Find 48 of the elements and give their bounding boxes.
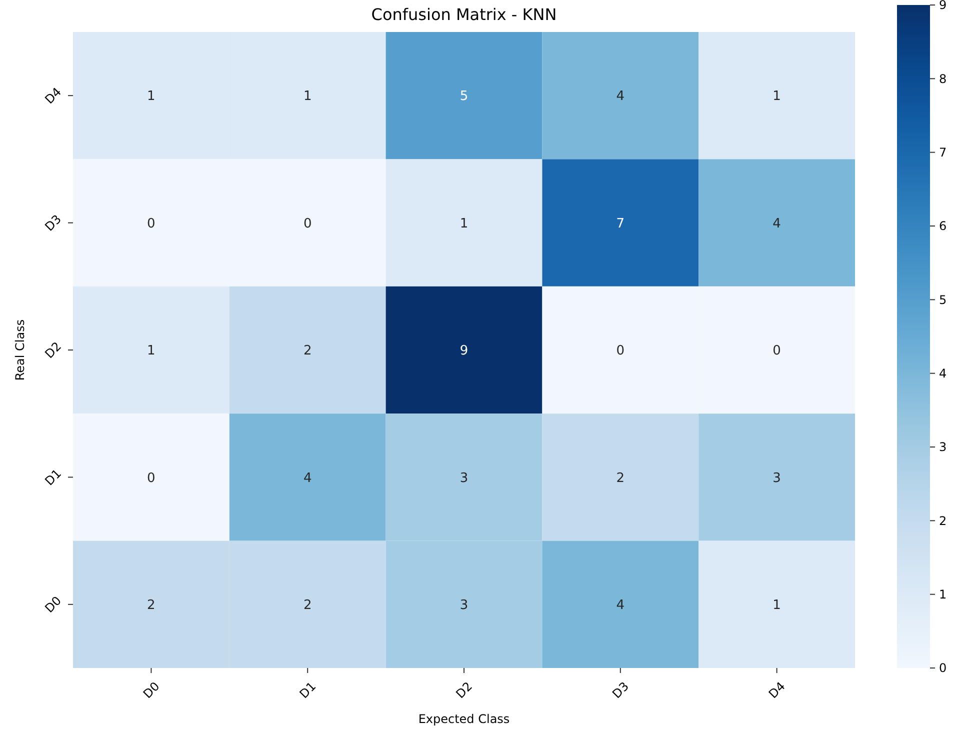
y-tick-label: D2: [42, 339, 64, 362]
color-bar-label: 7: [939, 146, 947, 160]
data-label: 0: [616, 344, 625, 359]
data-label: 2: [147, 598, 156, 613]
data-label: 4: [772, 216, 781, 232]
data-label: 4: [303, 470, 312, 486]
data-label: 1: [772, 598, 781, 613]
data-label: 1: [303, 89, 312, 104]
data-label: 3: [460, 598, 468, 613]
data-label: 9: [460, 344, 468, 359]
x-axis-title: Expected Class: [418, 712, 510, 726]
x-tick-label: D2: [453, 679, 476, 702]
chart-title: Confusion Matrix - KNN: [371, 5, 557, 24]
x-tick-label: D4: [766, 679, 788, 702]
data-label: 2: [616, 470, 625, 486]
data-label: 1: [460, 216, 468, 232]
color-bar-label: 8: [939, 72, 947, 86]
color-bar-label: 0: [939, 661, 947, 676]
data-label: 0: [303, 216, 312, 232]
data-label: 0: [147, 470, 156, 486]
data-label: 0: [147, 216, 156, 232]
color-bar-label: 4: [939, 366, 947, 381]
data-label: 3: [460, 470, 468, 486]
data-label: 0: [772, 344, 781, 359]
y-tick-label: D1: [42, 466, 64, 488]
color-bar-label: 6: [939, 219, 947, 234]
y-tick-label: D0: [42, 594, 64, 616]
data-label: 1: [147, 344, 156, 359]
data-label: 1: [772, 89, 781, 104]
y-axis-title: Real Class: [13, 319, 27, 381]
data-label: 3: [772, 470, 781, 486]
data-label: 4: [616, 598, 625, 613]
y-tick-label: D4: [42, 84, 64, 107]
x-tick-label: D0: [140, 679, 162, 702]
data-label: 2: [303, 598, 312, 613]
x-tick-label: D1: [296, 679, 319, 702]
data-label: 2: [303, 344, 312, 359]
data-label: 4: [616, 89, 625, 104]
color-bar-label: 3: [939, 440, 947, 454]
color-bar-label: 9: [939, 0, 947, 12]
color-bar-label: 5: [939, 292, 947, 307]
data-label: 5: [460, 89, 468, 104]
data-label: 1: [147, 89, 156, 104]
color-bar-label: 1: [939, 588, 947, 602]
data-label: 7: [616, 216, 625, 232]
x-tick-label: D3: [610, 679, 632, 702]
y-tick-label: D3: [42, 212, 64, 234]
color-bar-label: 2: [939, 514, 947, 528]
